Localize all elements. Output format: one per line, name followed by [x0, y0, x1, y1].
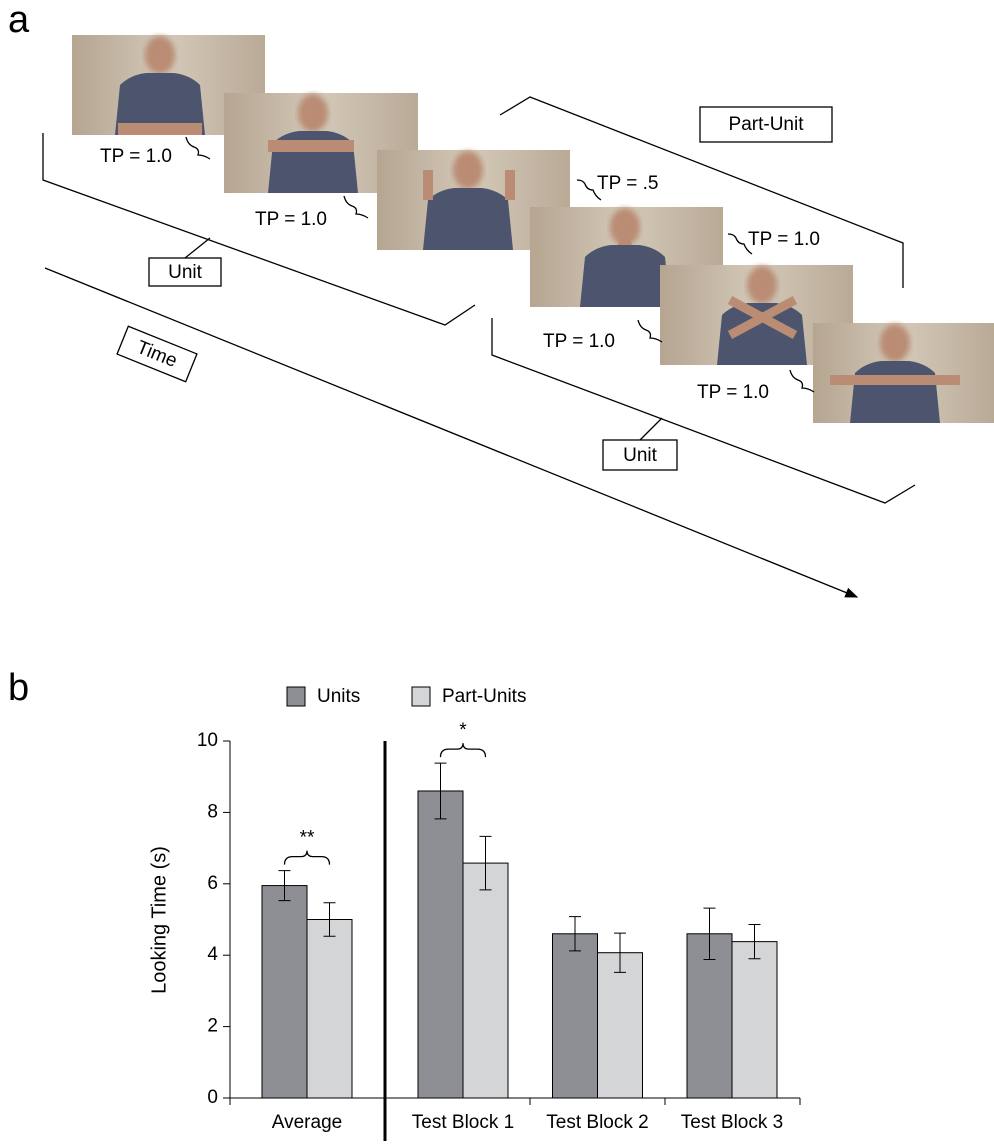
legend-swatch — [287, 687, 305, 706]
x-tick-label: Test Block 3 — [681, 1112, 783, 1133]
time-label-group: Time — [117, 326, 197, 382]
unit-label: Unit — [623, 445, 658, 466]
panel-label: b — [8, 667, 29, 709]
tp-label: TP = 1.0 — [100, 146, 172, 167]
x-tick-label: Average — [272, 1112, 342, 1133]
bar — [732, 942, 777, 1098]
panel-label: a — [8, 0, 30, 41]
bar — [418, 791, 463, 1098]
bar — [307, 920, 352, 1099]
part-unit-label: Part-Unit — [729, 114, 805, 135]
bar — [598, 953, 643, 1098]
tp-label: TP = 1.0 — [255, 209, 327, 230]
bar — [463, 863, 508, 1098]
significance-label: ** — [300, 828, 315, 849]
significance-brace — [285, 851, 330, 865]
y-tick-label: 6 — [207, 873, 218, 894]
y-tick-label: 8 — [207, 801, 218, 822]
x-tick-label: Test Block 1 — [412, 1112, 514, 1133]
tp-label: TP = .5 — [597, 173, 658, 194]
y-tick-label: 4 — [207, 944, 218, 965]
figure: a b TP = 1.0 TP = 1.0 TP = .5 TP = 1.0 T… — [0, 0, 994, 1141]
legend-label: Units — [317, 686, 360, 707]
y-tick-label: 10 — [197, 730, 218, 751]
significance-label: * — [459, 720, 467, 741]
x-tick-label: Test Block 2 — [546, 1112, 648, 1133]
unit-label: Unit — [168, 262, 203, 283]
legend-swatch — [412, 687, 430, 706]
tp-label: TP = 1.0 — [543, 331, 615, 352]
video-frames — [72, 35, 994, 423]
y-axis-title: Looking Time (s) — [148, 846, 170, 994]
tp-label: TP = 1.0 — [748, 229, 820, 250]
y-tick-label: 0 — [207, 1087, 218, 1108]
y-tick-label: 2 — [207, 1016, 218, 1037]
legend-label: Part-Units — [442, 686, 526, 707]
bar — [262, 886, 307, 1098]
significance-brace — [441, 743, 486, 757]
bar — [553, 934, 598, 1098]
time-label: Time — [134, 337, 180, 372]
tp-label: TP = 1.0 — [697, 382, 769, 403]
